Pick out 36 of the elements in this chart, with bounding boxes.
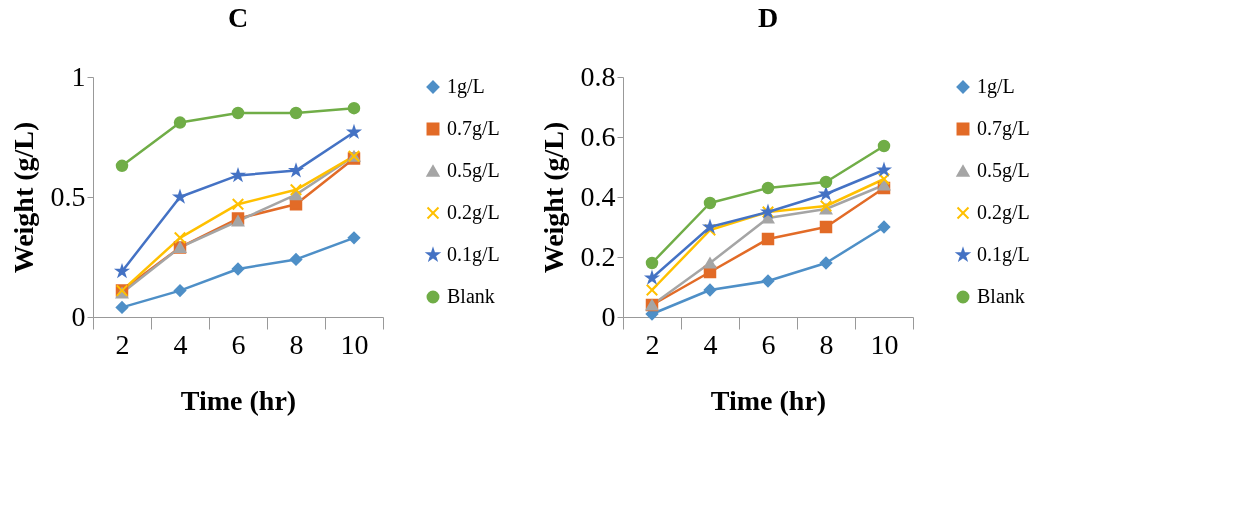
legend-label: Blank xyxy=(447,285,495,307)
x-tick-label: 2 xyxy=(645,328,660,360)
y-tick-label: 0.4 xyxy=(580,180,616,212)
legend-label: 0.5g/L xyxy=(977,159,1030,182)
x-axis-title: Time (hr) xyxy=(180,384,297,416)
x-tick-label: 2 xyxy=(115,328,130,360)
legend-label: 1g/L xyxy=(977,75,1015,98)
legend-label: 0.1g/L xyxy=(447,243,500,266)
x-tick-label: 8 xyxy=(289,328,304,360)
y-tick-label: 0 xyxy=(71,300,86,332)
y-tick-label: 0 xyxy=(601,300,616,332)
legend-label: 0.1g/L xyxy=(977,243,1030,266)
legend-label: Blank xyxy=(977,285,1025,307)
x-tick-label: 10 xyxy=(870,328,899,360)
y-tick-label: 0.6 xyxy=(580,120,616,152)
x-axis-title: Time (hr) xyxy=(710,384,827,416)
y-tick-label: 0.2 xyxy=(580,240,616,272)
x-tick-label: 8 xyxy=(819,328,834,360)
x-tick-label: 6 xyxy=(761,328,776,360)
legend-label: 0.2g/L xyxy=(977,201,1030,224)
legend-label: 0.2g/L xyxy=(447,201,500,224)
x-tick-label: 4 xyxy=(703,328,718,360)
chart-title: D xyxy=(757,2,779,33)
y-tick-label: 0.5 xyxy=(50,180,86,212)
legend-label: 0.7g/L xyxy=(977,117,1030,140)
legend-label: 0.5g/L xyxy=(447,159,500,182)
y-axis-title: Weight (g/L) xyxy=(537,121,569,274)
legend-label: 0.7g/L xyxy=(447,117,500,140)
y-tick-label: 0.8 xyxy=(580,60,616,92)
legend-label: 1g/L xyxy=(447,75,485,98)
x-tick-label: 4 xyxy=(173,328,188,360)
y-tick-label: 1 xyxy=(71,60,86,92)
chart-title: C xyxy=(227,2,249,33)
x-tick-label: 6 xyxy=(231,328,246,360)
x-tick-label: 10 xyxy=(340,328,369,360)
y-axis-title: Weight (g/L) xyxy=(7,121,39,274)
